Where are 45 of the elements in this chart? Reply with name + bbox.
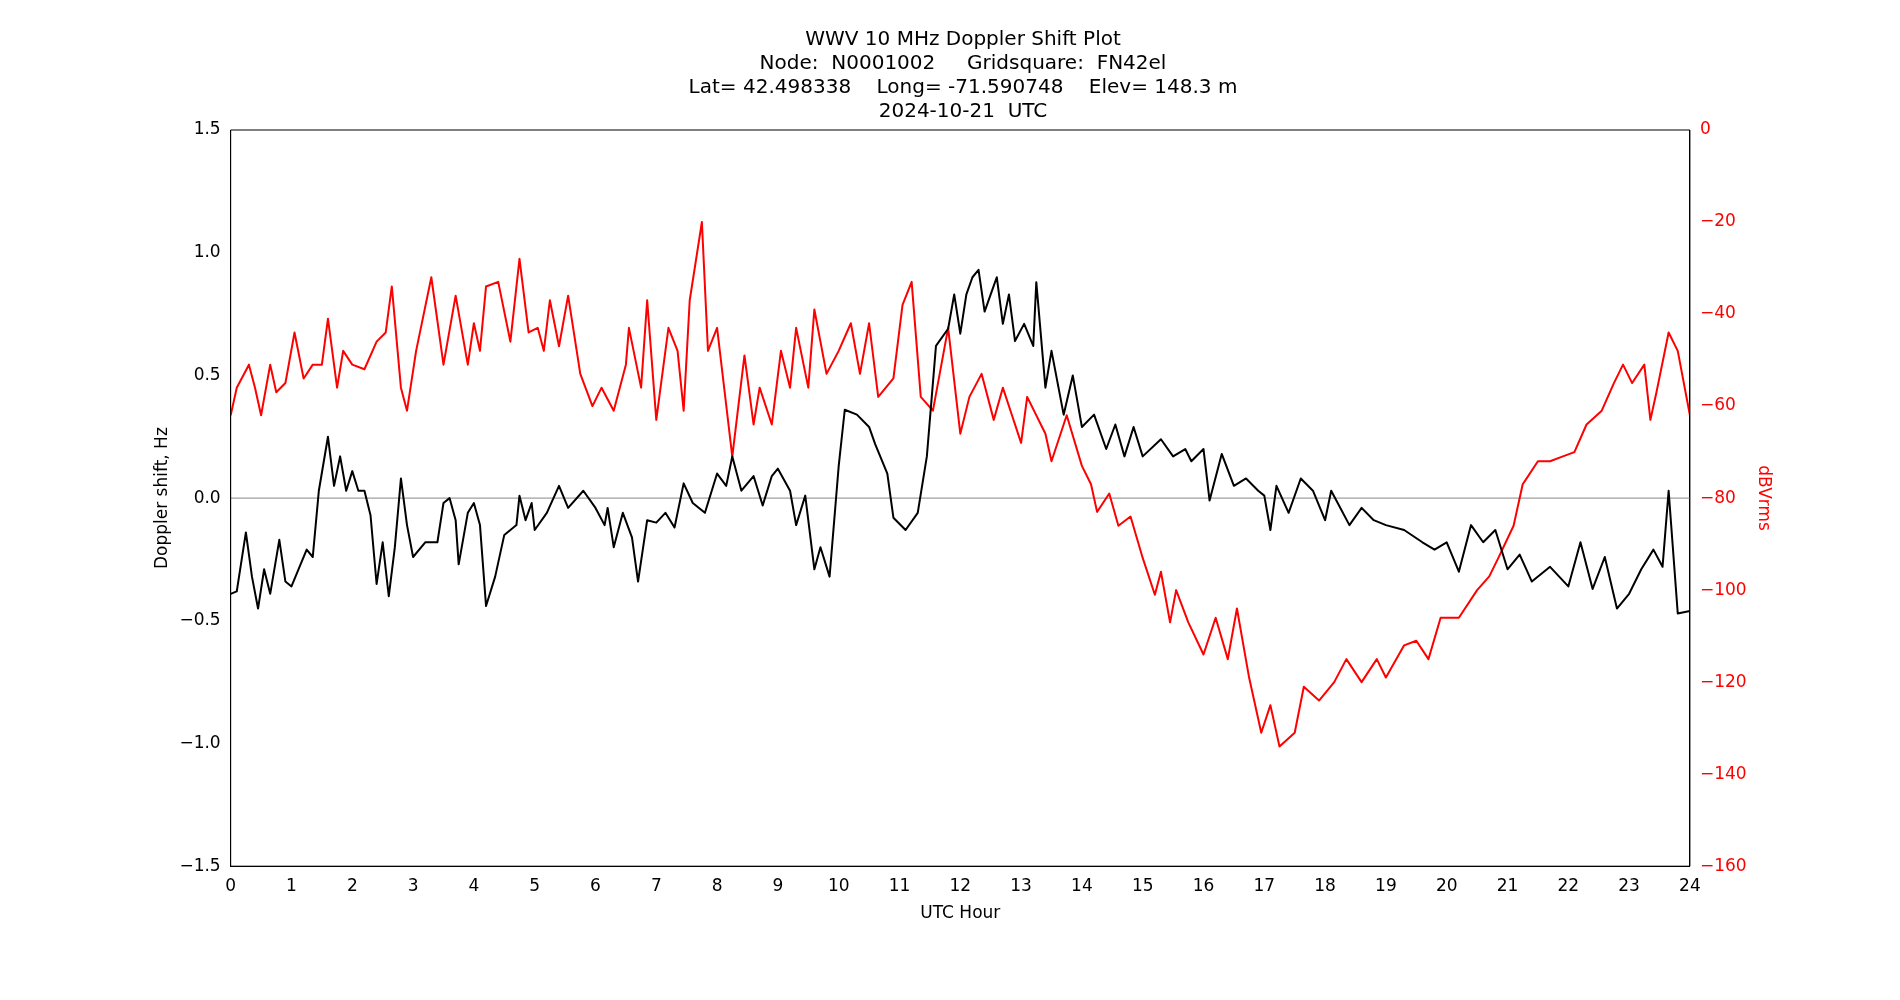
x-tick-label: 12 xyxy=(949,874,972,895)
y2-tick-label: −100 xyxy=(1699,578,1747,599)
x-tick-label: 1 xyxy=(286,874,297,895)
y2-tick-label: −60 xyxy=(1699,394,1736,415)
x-tick-label: 6 xyxy=(590,874,601,895)
x-tick-label: 7 xyxy=(650,874,662,895)
y2-tick-label: −160 xyxy=(1699,854,1747,875)
y2-axis-title: dBVrms xyxy=(1755,465,1776,532)
y-tick-label: 0.0 xyxy=(193,486,221,507)
x-tick-label: 9 xyxy=(772,874,784,895)
y2-tick-label: −40 xyxy=(1699,302,1736,323)
x-tick-label: 20 xyxy=(1435,874,1458,895)
x-tick-label: 18 xyxy=(1314,874,1336,895)
x-tick-label: 8 xyxy=(711,874,723,895)
x-tick-label: 13 xyxy=(1010,874,1032,895)
x-tick-label: 0 xyxy=(225,874,237,895)
x-tick-label: 22 xyxy=(1557,874,1580,895)
x-tick-label: 4 xyxy=(468,874,480,895)
x-tick-label: 19 xyxy=(1375,874,1397,895)
y-axis-title: Doppler shift, Hz xyxy=(150,427,171,570)
x-axis-title: UTC Hour xyxy=(920,902,1001,923)
x-tick-label: 15 xyxy=(1131,874,1154,895)
x-tick-label: 21 xyxy=(1496,874,1519,895)
y-tick-label: −1.5 xyxy=(179,854,221,875)
y2-tick-label: −20 xyxy=(1699,210,1736,231)
chart-title: WWV 10 MHz Doppler Shift Plot Node: N0001002 Gridsquare: FN42el Lat= 42.498338 Long= -71.590748 Elev= 148.3 m 2024-10-21 UTC xyxy=(688,26,1238,123)
y-tick-label: −1.0 xyxy=(179,731,221,752)
x-tick-label: 24 xyxy=(1679,874,1701,895)
x-tick-label: 3 xyxy=(407,874,419,895)
x-tick-label: 11 xyxy=(888,874,911,895)
y2-tick-label: 0 xyxy=(1699,118,1711,139)
x-tick-label: 10 xyxy=(827,874,850,895)
x-tick-label: 5 xyxy=(529,874,541,895)
x-tick-label: 2 xyxy=(346,874,358,895)
y-tick-label: 1.5 xyxy=(193,118,221,139)
y2-tick-label: −140 xyxy=(1699,762,1747,783)
y2-tick-label: −80 xyxy=(1699,486,1736,507)
x-tick-label: 14 xyxy=(1071,874,1093,895)
y-tick-label: 0.5 xyxy=(193,363,221,384)
y-tick-label: −0.5 xyxy=(179,609,221,630)
x-tick-label: 16 xyxy=(1192,874,1215,895)
y-tick-label: 1.0 xyxy=(193,241,221,262)
x-tick-label: 17 xyxy=(1253,874,1276,895)
x-tick-label: 23 xyxy=(1618,874,1640,895)
y2-tick-label: −120 xyxy=(1699,670,1747,691)
